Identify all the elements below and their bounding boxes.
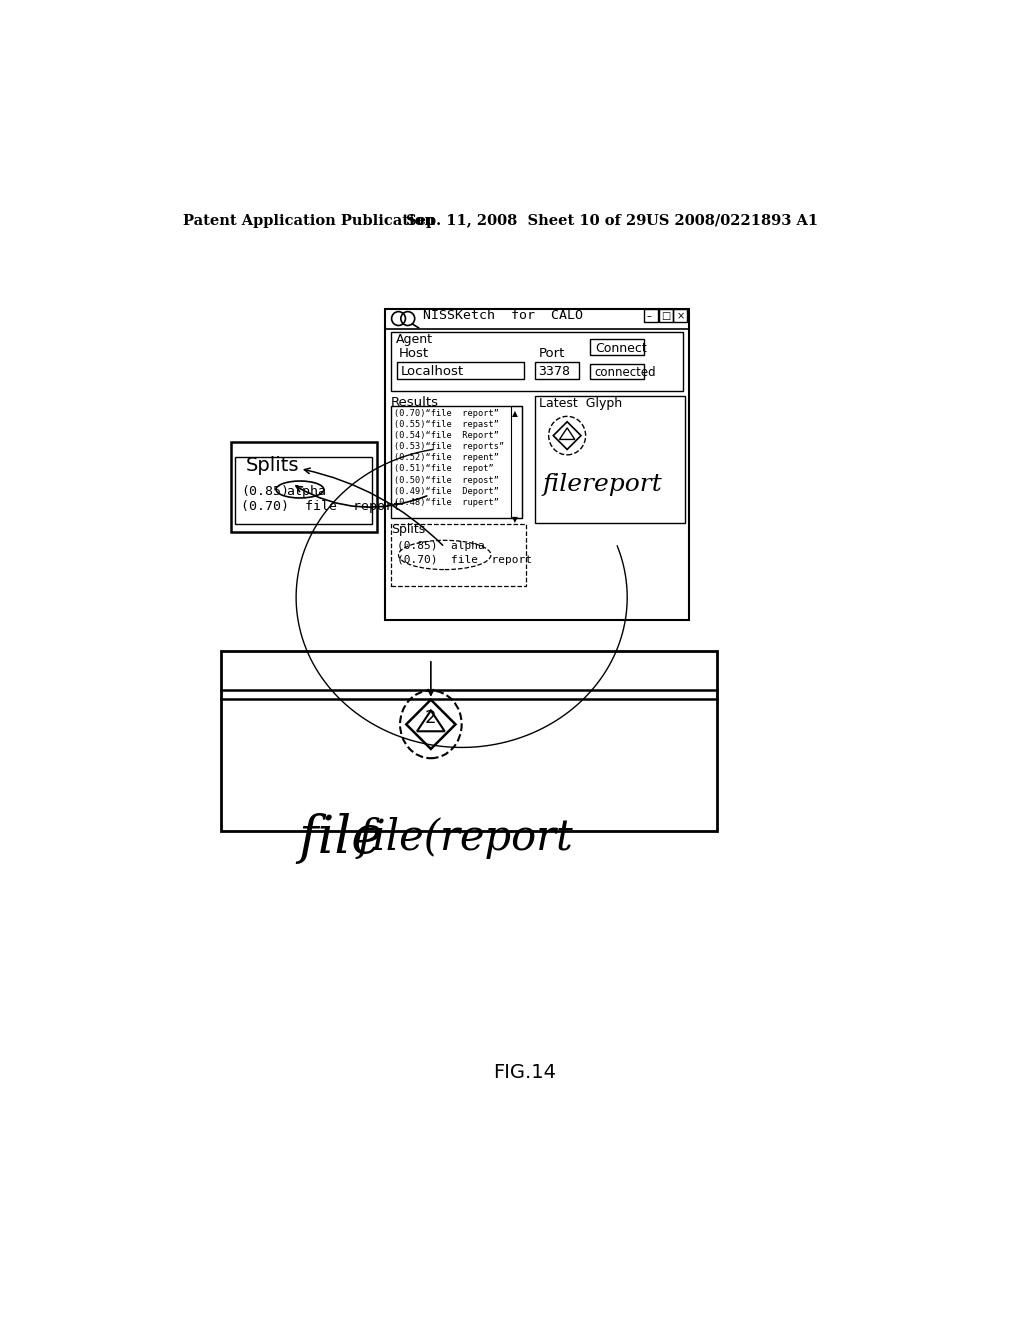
Bar (535, 396, 685, 523)
Text: Localhost: Localhost (400, 364, 464, 378)
Text: Sep. 11, 2008  Sheet 10 of 29: Sep. 11, 2008 Sheet 10 of 29 (407, 214, 646, 228)
Text: (0.70)“file  report”: (0.70)“file report” (394, 409, 499, 417)
Text: Splits: Splits (391, 523, 425, 536)
Text: –: – (646, 312, 651, 321)
Text: 3378: 3378 (539, 364, 570, 378)
Bar (230, 442, 377, 532)
Text: (0.85)  alpha: (0.85) alpha (397, 541, 484, 550)
Bar (674, 309, 687, 322)
Bar (391, 331, 683, 391)
Text: Patent Application Publication: Patent Application Publication (183, 214, 435, 228)
Bar (236, 457, 373, 524)
Bar (590, 339, 644, 355)
Text: ▲: ▲ (512, 409, 518, 417)
Bar (221, 651, 717, 830)
Text: filereport: filereport (543, 473, 663, 495)
Text: ×: × (677, 312, 685, 321)
Text: connected: connected (594, 367, 655, 379)
Text: 2: 2 (425, 709, 436, 727)
Text: ▼: ▼ (512, 515, 518, 524)
Bar (535, 363, 580, 379)
Text: Agent: Agent (395, 333, 432, 346)
Text: file(report: file(report (357, 817, 573, 859)
Text: (0.85): (0.85) (242, 484, 290, 498)
Text: (0.54)“file  Report”: (0.54)“file Report” (394, 430, 499, 440)
Text: Connect: Connect (596, 342, 647, 355)
Bar (644, 309, 658, 322)
Text: (0.55)“file  repast”: (0.55)“file repast” (394, 420, 499, 429)
Text: FIG.14: FIG.14 (494, 1063, 556, 1082)
Text: (0.48)“file  rupert”: (0.48)“file rupert” (394, 498, 499, 507)
Text: (0.52)“file  repent”: (0.52)“file repent” (394, 453, 499, 462)
Bar (590, 364, 644, 379)
Text: alpha: alpha (286, 484, 326, 498)
Bar (511, 407, 521, 517)
Text: (0.50)“file  repost”: (0.50)“file repost” (394, 475, 499, 484)
Text: (0.51)“file  repot”: (0.51)“file repot” (394, 465, 494, 474)
Bar (397, 363, 524, 379)
Text: Latest  Glyph: Latest Glyph (539, 397, 622, 411)
Bar (391, 524, 525, 586)
Text: US 2008/0221893 A1: US 2008/0221893 A1 (646, 214, 818, 228)
Text: (0.70)  file  report: (0.70) file report (242, 500, 401, 513)
Text: □: □ (662, 312, 671, 321)
Bar (391, 407, 521, 517)
Bar (385, 309, 689, 620)
Bar (658, 309, 673, 322)
Text: file: file (298, 813, 383, 863)
Text: Splits: Splits (246, 455, 300, 475)
Text: NISSKetch  for  CALO: NISSKetch for CALO (423, 309, 583, 322)
Text: Port: Port (539, 347, 565, 360)
Text: Results: Results (391, 396, 439, 409)
Text: (0.53)“file  reports”: (0.53)“file reports” (394, 442, 504, 451)
Text: (0.49)“file  Deport”: (0.49)“file Deport” (394, 487, 499, 496)
Text: (0.70)  file  report: (0.70) file report (397, 554, 532, 565)
Text: Host: Host (398, 347, 429, 360)
